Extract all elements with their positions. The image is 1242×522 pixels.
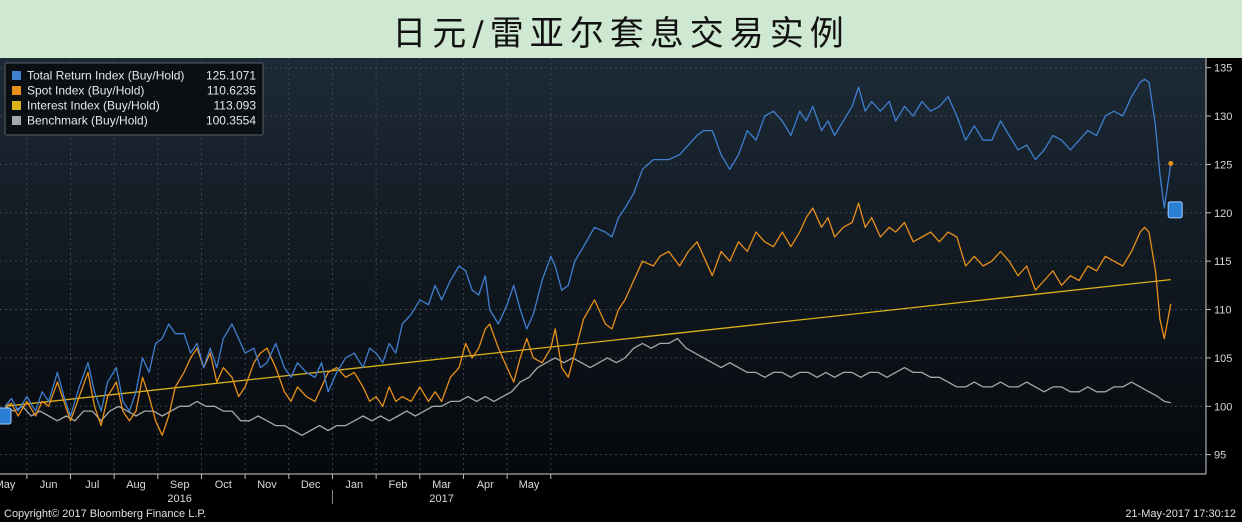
legend: Total Return Index (Buy/Hold) 125.1071 Spo… — [4, 62, 264, 136]
year-label: 2016 — [167, 493, 191, 505]
legend-value: 100.3554 — [206, 114, 256, 128]
event-marker[interactable] — [0, 407, 12, 425]
y-tick-label: 115 — [1214, 256, 1232, 268]
x-tick-label: Dec — [301, 479, 321, 491]
x-tick-label: Jul — [85, 479, 99, 491]
y-tick-label: 105 — [1214, 353, 1232, 365]
legend-swatch — [12, 101, 21, 110]
markers — [0, 160, 1183, 425]
copyright-text: Copyright© 2017 Bloomberg Finance L.P. — [4, 508, 207, 520]
y-tick-label: 135 — [1214, 63, 1232, 75]
x-tick-label: Apr — [477, 479, 494, 491]
x-tick-label: Sep — [170, 479, 190, 491]
legend-swatch — [12, 86, 21, 95]
legend-box — [4, 62, 264, 136]
x-tick-label: May — [0, 479, 16, 491]
legend-swatch — [12, 71, 21, 80]
series-layer — [4, 78, 1172, 436]
y-tick-label: 100 — [1214, 401, 1232, 413]
page-title: 日元/雷亚尔套息交易实例 — [392, 14, 850, 54]
x-tick-label: Nov — [257, 479, 277, 491]
legend-label: Interest Index (Buy/Hold) — [27, 99, 160, 113]
year-label: 2017 — [429, 493, 453, 505]
series-line — [4, 337, 1171, 436]
y-axis: 95 100 105 110 115 120 125 130 135 — [1205, 58, 1232, 474]
legend-swatch — [12, 116, 21, 125]
timestamp-text: 21-May-2017 17:30:12 — [1125, 508, 1236, 520]
x-tick-label: Mar — [432, 479, 451, 491]
legend-value: 125.1071 — [206, 69, 256, 83]
last-value-point — [1168, 160, 1174, 166]
event-marker[interactable] — [1167, 201, 1183, 219]
x-tick-label: May — [519, 479, 540, 491]
legend-value: 113.093 — [214, 99, 257, 113]
legend-label: Benchmark (Buy/Hold) — [27, 114, 148, 128]
legend-label: Spot Index (Buy/Hold) — [27, 84, 144, 98]
y-tick-label: 125 — [1214, 159, 1232, 171]
y-tick-label: 120 — [1214, 208, 1232, 220]
x-tick-label: Jan — [345, 479, 363, 491]
series-line — [4, 78, 1172, 417]
x-tick-label: Jun — [40, 479, 58, 491]
legend-label: Total Return Index (Buy/Hold) — [27, 69, 184, 83]
legend-value: 110.6235 — [207, 84, 256, 98]
series-line — [4, 278, 1171, 407]
x-axis: May Jun Jul Aug Sep Oct Nov Dec Jan Feb Mar Apr May 2… — [0, 473, 1206, 505]
x-tick-label: Oct — [215, 479, 232, 491]
chart: 95 100 105 110 115 120 125 130 135 May Jun Jul Aug S… — [0, 58, 1232, 505]
y-tick-label: 95 — [1214, 450, 1226, 462]
y-tick-label: 130 — [1214, 111, 1232, 123]
x-tick-label: Aug — [126, 479, 146, 491]
title-bar: 日元/雷亚尔套息交易实例 — [0, 0, 1242, 58]
series-line — [4, 202, 1172, 436]
y-tick-label: 110 — [1214, 305, 1232, 317]
x-tick-label: Feb — [388, 479, 407, 491]
